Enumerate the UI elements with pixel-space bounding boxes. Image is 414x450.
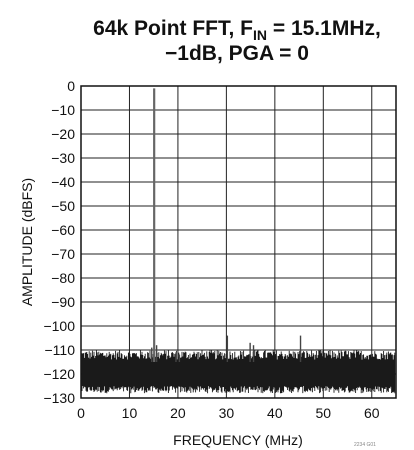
figure-code: 2234 G01 — [354, 442, 376, 448]
y-tick-label: −120 — [43, 366, 75, 382]
y-axis-label: AMPLITUDE (dBFS) — [19, 178, 35, 306]
x-tick-label: 30 — [219, 405, 235, 421]
y-tick-label: 0 — [67, 78, 75, 94]
y-tick-label: −130 — [43, 390, 75, 406]
x-tick-label: 20 — [170, 405, 186, 421]
x-tick-label: 60 — [364, 405, 380, 421]
x-tick-label: 0 — [77, 405, 85, 421]
y-tick-label: −40 — [51, 174, 75, 190]
x-tick-label: 50 — [316, 405, 332, 421]
noise-floor — [81, 350, 396, 394]
chart-title-line2: −1dB, PGA = 0 — [165, 42, 309, 65]
x-tick-label: 40 — [267, 405, 283, 421]
y-tick-label: −80 — [51, 270, 75, 286]
y-tick-label: −110 — [45, 342, 76, 358]
x-axis-label: FREQUENCY (MHz) — [173, 432, 303, 448]
y-tick-label: −70 — [51, 246, 75, 262]
y-tick-label: −50 — [51, 198, 75, 214]
y-tick-label: −20 — [51, 126, 75, 142]
x-tick-labels: 0 10 20 30 40 50 60 — [77, 405, 380, 421]
y-tick-label: −60 — [51, 222, 75, 238]
x-tick-label: 10 — [122, 405, 138, 421]
y-tick-label: −100 — [43, 318, 75, 334]
y-tick-labels: 0 −10 −20 −30 −40 −50 −60 −70 −80 −90 −100 −110 −120… — [43, 78, 75, 406]
chart-title: 64k Point FFT, FIN = 15.1MHz, — [93, 17, 381, 43]
y-tick-label: −90 — [51, 294, 75, 310]
plot-frame — [80, 85, 397, 399]
y-tick-label: −10 — [51, 102, 75, 118]
y-tick-label: −30 — [51, 150, 75, 166]
spectrum-series — [81, 88, 396, 394]
